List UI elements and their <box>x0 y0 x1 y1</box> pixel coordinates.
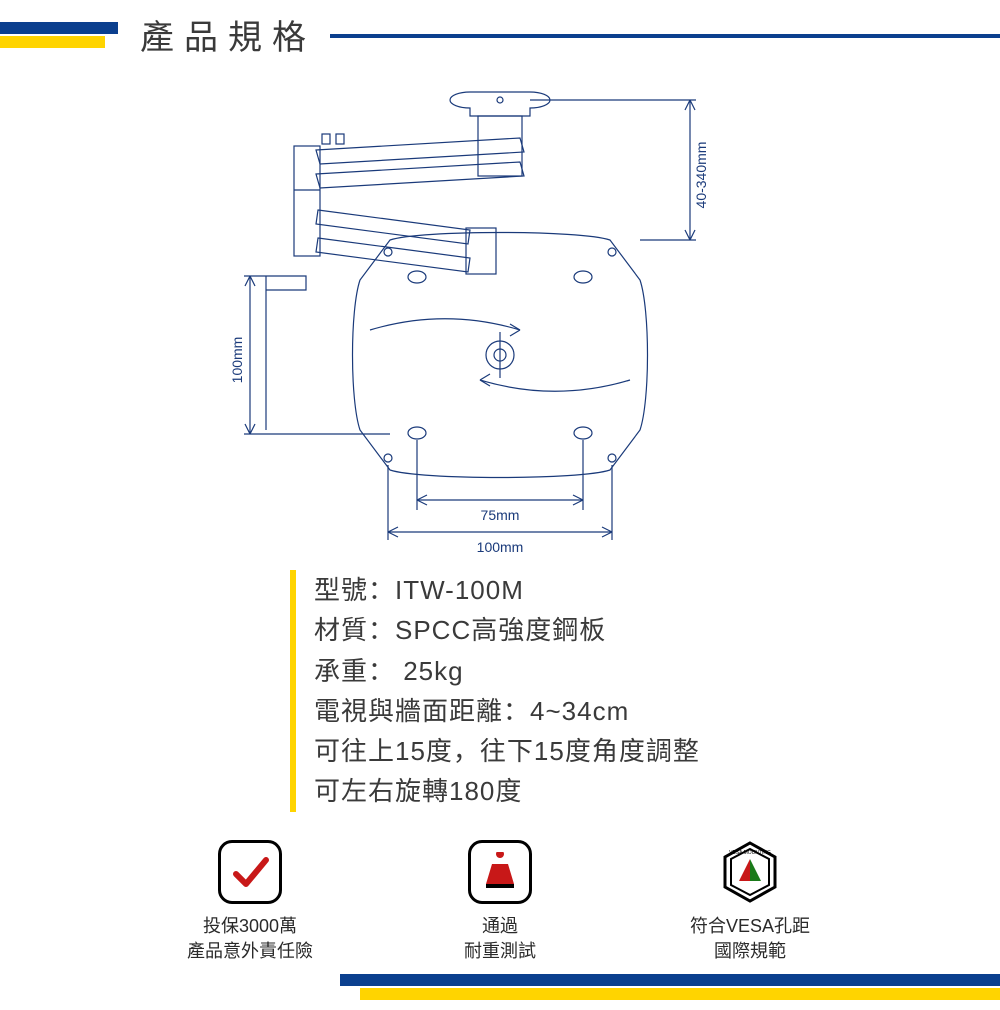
spec-line: 型號：ITW-100M <box>314 570 700 610</box>
product-diagram: 100mm 40-340mm 75mm 100mm <box>220 80 780 560</box>
spec-line: 可往上15度，往下15度角度調整 <box>314 731 700 771</box>
spec-line: 材質：SPCC高強度鋼板 <box>314 610 700 650</box>
badge-load-test: 通過 耐重測試 <box>415 840 585 964</box>
badge-text: 耐重測試 <box>464 939 536 964</box>
check-icon <box>218 840 282 904</box>
dim-left: 100mm <box>229 337 245 384</box>
svg-text:VESA MOUNTING: VESA MOUNTING <box>729 850 771 856</box>
spec-line: 可左右旋轉180度 <box>314 771 700 811</box>
spec-line: 電視與牆面距離：4~34cm <box>314 691 700 731</box>
spec-line: 承重： 25kg <box>314 651 700 691</box>
header-bar: 產品規格 <box>0 10 1000 60</box>
badge-text: 通過 <box>482 914 518 939</box>
badges-row: 投保3000萬 產品意外責任險 通過 耐重測試 VESA MOUNTING 符合… <box>0 840 1000 964</box>
dim-75: 75mm <box>481 507 520 523</box>
vesa-icon: VESA MOUNTING <box>718 840 782 904</box>
badge-insurance: 投保3000萬 產品意外責任險 <box>165 840 335 964</box>
footer-stripe <box>340 974 1000 1000</box>
dim-100: 100mm <box>477 539 524 555</box>
badge-text: 投保3000萬 <box>203 914 297 939</box>
dim-right: 40-340mm <box>693 142 709 209</box>
badge-vesa: VESA MOUNTING 符合VESA孔距 國際規範 <box>665 840 835 964</box>
header-stripe <box>0 25 118 47</box>
badge-text: 國際規範 <box>714 939 786 964</box>
header-rule <box>330 34 1000 38</box>
weight-icon <box>468 840 532 904</box>
badge-text: 符合VESA孔距 <box>690 914 810 939</box>
spec-block: 型號：ITW-100M 材質：SPCC高強度鋼板 承重： 25kg 電視與牆面距… <box>290 570 700 812</box>
badge-text: 產品意外責任險 <box>187 939 313 964</box>
page-title: 產品規格 <box>140 10 316 59</box>
